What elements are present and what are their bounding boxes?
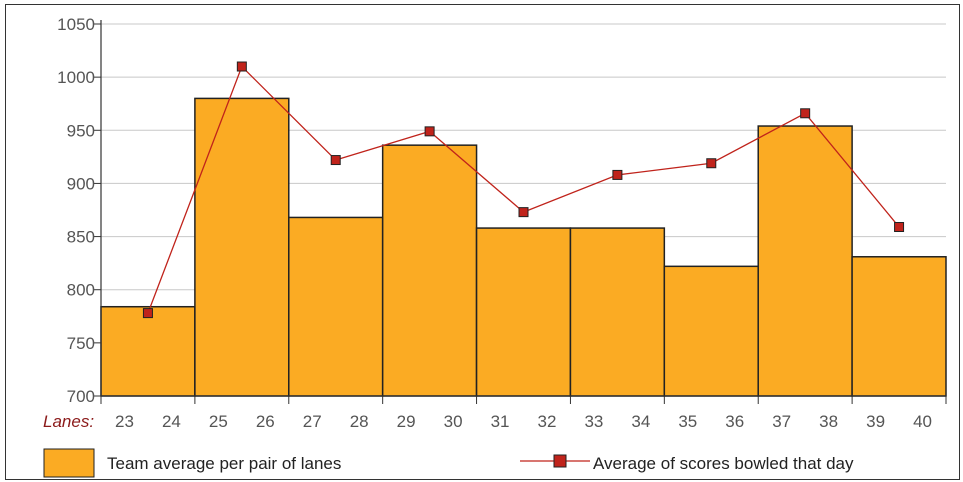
x-tick-label: 35 <box>678 412 697 431</box>
bar <box>100 305 196 397</box>
bar-series <box>100 97 947 397</box>
x-tick-label: 27 <box>303 412 322 431</box>
bar <box>757 125 853 397</box>
line-point-marker <box>800 108 811 119</box>
y-tick-label: 900 <box>67 174 95 193</box>
x-tick-label: 30 <box>444 412 463 431</box>
legend-bar-label: Team average per pair of lanes <box>107 454 341 473</box>
y-tick-label: 1000 <box>57 68 95 87</box>
x-tick-label: 28 <box>350 412 369 431</box>
line-point-marker <box>706 158 717 169</box>
x-tick-label: 32 <box>538 412 557 431</box>
line-point-marker <box>236 61 247 72</box>
line-series <box>142 61 905 319</box>
legend-bar-swatch <box>43 448 95 478</box>
lanes-axis-label: Lanes: <box>43 412 94 431</box>
y-axis-ticks: 700 750 800 850 900 950 1000 1050 <box>57 15 101 406</box>
bar <box>663 265 759 397</box>
x-tick-label: 23 <box>115 412 134 431</box>
x-tick-label: 31 <box>491 412 510 431</box>
x-tick-label: 29 <box>397 412 416 431</box>
line-point-marker <box>612 169 623 180</box>
x-axis-ticks: 23 24 25 26 27 28 29 30 31 32 33 34 35 36 37 38 39 40 <box>100 396 947 431</box>
bar <box>851 256 947 397</box>
legend-line-label: Average of scores bowled that day <box>593 454 854 473</box>
x-tick-label: 25 <box>209 412 228 431</box>
axes <box>100 20 946 397</box>
line-point-marker <box>894 222 905 233</box>
y-tick-label: 700 <box>67 387 95 406</box>
legend-line-marker <box>553 454 567 468</box>
bar <box>194 97 290 397</box>
line-point-marker <box>518 207 529 218</box>
bar <box>381 144 478 397</box>
line-point-marker <box>142 308 153 319</box>
bar <box>475 227 572 397</box>
x-tick-label: 36 <box>725 412 744 431</box>
x-tick-label: 33 <box>584 412 603 431</box>
y-tick-label: 1050 <box>57 15 95 34</box>
x-tick-label: 40 <box>913 412 932 431</box>
x-tick-label: 38 <box>819 412 838 431</box>
x-tick-label: 26 <box>256 412 275 431</box>
x-tick-label: 37 <box>772 412 791 431</box>
x-tick-label: 39 <box>866 412 885 431</box>
line-point-marker <box>424 126 435 137</box>
line-point-marker <box>330 155 341 166</box>
bar <box>288 216 384 397</box>
bar <box>569 227 666 397</box>
y-tick-label: 800 <box>67 281 95 300</box>
legend: Team average per pair of lanes Average o… <box>43 448 854 478</box>
y-tick-label: 850 <box>67 228 95 247</box>
x-tick-label: 34 <box>631 412 650 431</box>
y-tick-label: 950 <box>67 121 95 140</box>
x-tick-label: 24 <box>162 412 181 431</box>
y-tick-label: 750 <box>67 334 95 353</box>
